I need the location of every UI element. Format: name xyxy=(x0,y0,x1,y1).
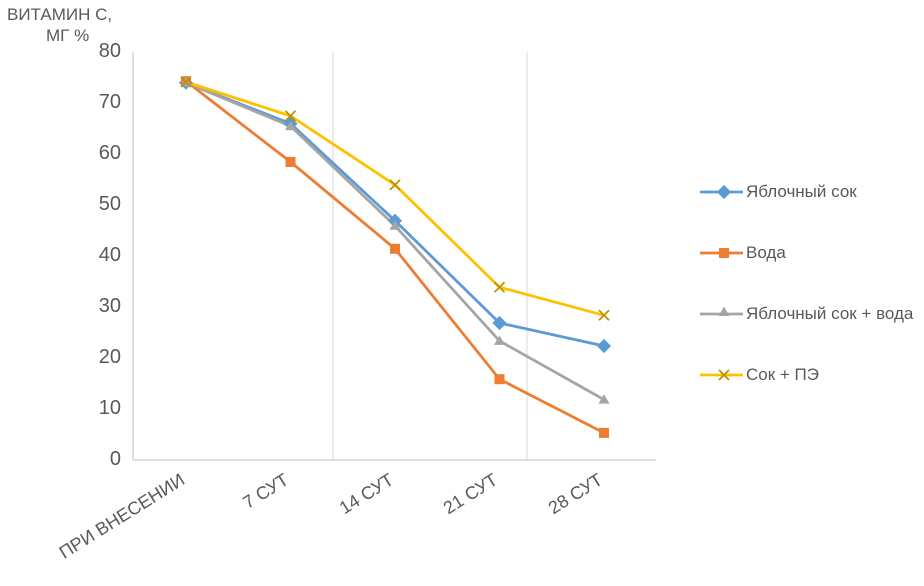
svg-text:7 СУТ: 7 СУТ xyxy=(239,469,292,512)
svg-text:ПРИ ВНЕСЕНИИ: ПРИ ВНЕСЕНИИ xyxy=(56,469,189,562)
svg-text:0: 0 xyxy=(110,448,121,470)
svg-text:Яблочный сок + вода: Яблочный сок + вода xyxy=(746,304,914,323)
svg-text:Вода: Вода xyxy=(746,243,786,262)
svg-text:30: 30 xyxy=(99,295,121,317)
svg-text:40: 40 xyxy=(99,244,121,266)
svg-text:20: 20 xyxy=(99,346,121,368)
svg-text:ВИТАМИН С,: ВИТАМИН С, xyxy=(7,5,112,24)
svg-text:10: 10 xyxy=(99,397,121,419)
svg-text:14 СУТ: 14 СУТ xyxy=(336,469,397,518)
svg-text:28 СУТ: 28 СУТ xyxy=(545,469,606,518)
svg-text:60: 60 xyxy=(99,142,121,164)
svg-text:Яблочный сок: Яблочный сок xyxy=(746,182,857,201)
svg-text:МГ %: МГ % xyxy=(46,26,89,45)
svg-text:Сок + ПЭ: Сок + ПЭ xyxy=(746,365,819,384)
svg-text:21 СУТ: 21 СУТ xyxy=(440,469,501,518)
svg-text:50: 50 xyxy=(99,193,121,215)
svg-text:70: 70 xyxy=(99,91,121,113)
svg-text:80: 80 xyxy=(99,40,121,62)
